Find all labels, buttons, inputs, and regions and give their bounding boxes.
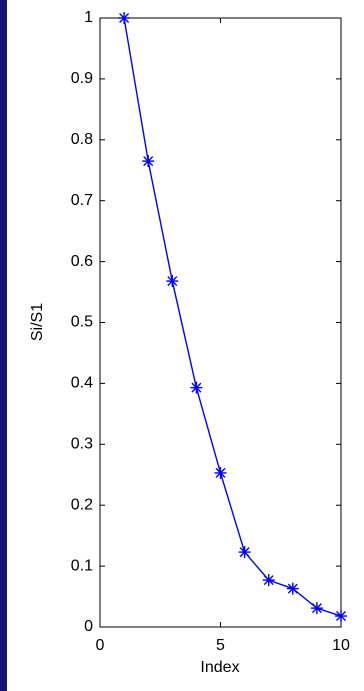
- y-tick-label: 0.7: [71, 192, 93, 209]
- data-point-marker: [214, 466, 227, 479]
- y-tick-label: 1: [84, 9, 93, 26]
- series-markers: [118, 12, 347, 623]
- y-tick-label: 0.8: [71, 131, 93, 148]
- data-point-marker: [166, 275, 179, 288]
- y-tick-label: 0.6: [71, 253, 93, 270]
- y-tick-label: 0: [84, 618, 93, 635]
- y-tick-label: 0.9: [71, 70, 93, 87]
- y-tick-label: 0.5: [71, 314, 93, 331]
- data-point-marker: [238, 546, 251, 559]
- data-point-marker: [118, 12, 131, 24]
- y-tick-label: 0.4: [71, 375, 93, 392]
- x-tick-label: 5: [216, 637, 225, 654]
- data-point-marker: [142, 155, 155, 168]
- axis-tick-labels: 00.10.20.30.40.50.60.70.80.910 5 10: [71, 9, 350, 654]
- x-tick-label: 0: [96, 637, 105, 654]
- y-axis-label: Si/S1: [29, 303, 46, 341]
- y-tick-label: 0.1: [71, 557, 93, 574]
- y-tick-label: 0.2: [71, 496, 93, 513]
- data-point-marker: [335, 610, 347, 623]
- data-point-marker: [262, 574, 275, 587]
- data-point-marker: [310, 602, 323, 615]
- series-line: [123, 17, 342, 617]
- axis-ticks: [99, 17, 342, 628]
- x-axis-label: Index: [200, 659, 239, 676]
- plot-area: [99, 17, 342, 628]
- y-tick-label: 0.3: [71, 436, 93, 453]
- data-point-marker: [286, 582, 299, 595]
- x-tick-label: 10: [332, 637, 350, 654]
- data-point-marker: [190, 381, 203, 394]
